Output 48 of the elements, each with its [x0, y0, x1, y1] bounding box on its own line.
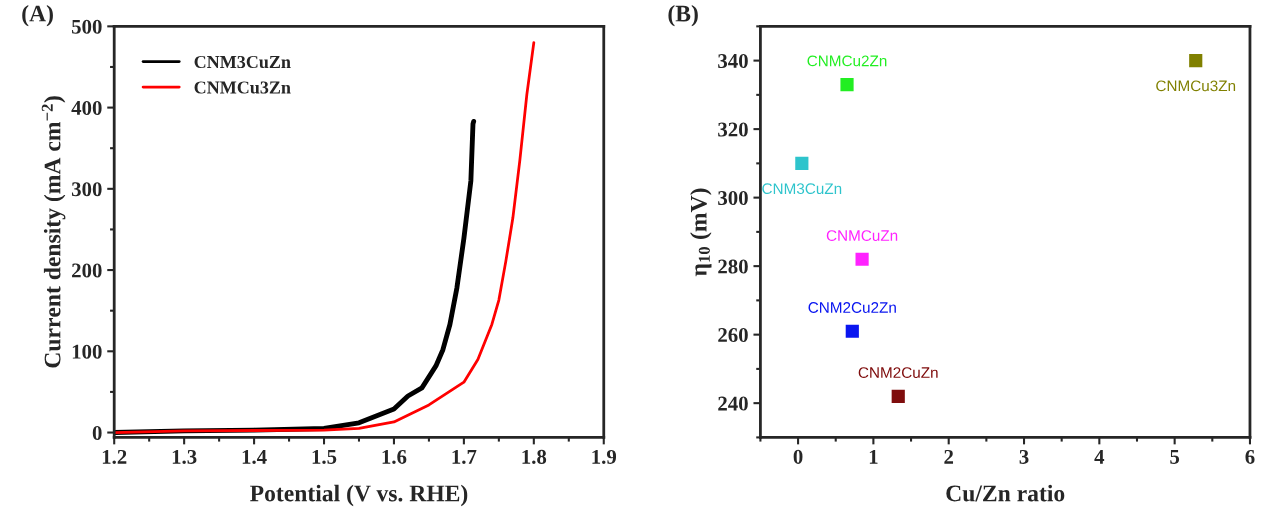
y-tick-label: 400	[71, 100, 102, 116]
y-tick-label: 280	[718, 259, 748, 274]
y-tick-label: 260	[718, 328, 748, 343]
x-tick-label: 1.8	[522, 449, 547, 464]
chart-title: (A)	[22, 4, 53, 27]
series-label: CNMCuZn	[826, 230, 898, 241]
x-tick-label: 2	[944, 449, 954, 464]
x-tick-label: 1.4	[242, 449, 267, 464]
y-tick-label: 0	[92, 425, 102, 440]
x-tick-label: 6	[1245, 449, 1255, 464]
x-tick-label: 1	[869, 449, 878, 464]
series-label: CNM2CuZn	[858, 367, 938, 379]
point	[855, 252, 869, 266]
x-tick-label: 5	[1170, 450, 1180, 464]
line-series	[114, 41, 536, 434]
x-tick-label: 4	[1094, 449, 1105, 464]
point	[1189, 54, 1203, 68]
x-tick-label: 1.6	[382, 449, 407, 464]
y-axis-title: Current density (mA cm$^{−2}$)	[41, 96, 66, 368]
legend-label: CNM3CuZn	[194, 55, 291, 69]
y-tick-label: 340	[718, 53, 748, 69]
x-axis-title: Potential (V vs. RHE)	[250, 484, 468, 507]
point	[845, 324, 859, 338]
x-tick-label: 1.5	[312, 449, 337, 464]
series-label: CNM3CuZn	[762, 183, 842, 195]
series-label: CNM2Cu2Zn	[808, 302, 896, 313]
series-label: CNMCu3Zn	[1156, 80, 1236, 92]
chart-title: (B)	[668, 4, 698, 27]
x-tick-label: 1.3	[172, 449, 197, 464]
y-tick-label: 320	[718, 122, 748, 137]
legend-label: CNMCu3Zn	[194, 81, 291, 94]
y-tick-label: 500	[71, 19, 102, 34]
x-tick-label: 1.2	[102, 449, 127, 464]
y-tick-label: 100	[72, 344, 102, 359]
y-tick-label: 300	[718, 191, 748, 206]
x-tick-label: 0	[793, 449, 803, 464]
point	[840, 78, 854, 92]
y-tick-label: 200	[72, 263, 102, 278]
x-tick-label: 3	[1019, 449, 1029, 464]
y-tick-label: 300	[71, 182, 102, 197]
x-axis-title: Cu/Zn ratio	[946, 484, 1065, 502]
x-tick-label: 1.7	[452, 449, 477, 464]
point	[891, 389, 905, 403]
series-label: CNMCu2Zn	[807, 55, 887, 67]
y-tick-label: 240	[718, 396, 748, 411]
y-axis-title: η$_{10}$ (mV)	[690, 188, 712, 277]
point	[795, 156, 809, 170]
x-tick-label: 1.9	[592, 449, 617, 464]
